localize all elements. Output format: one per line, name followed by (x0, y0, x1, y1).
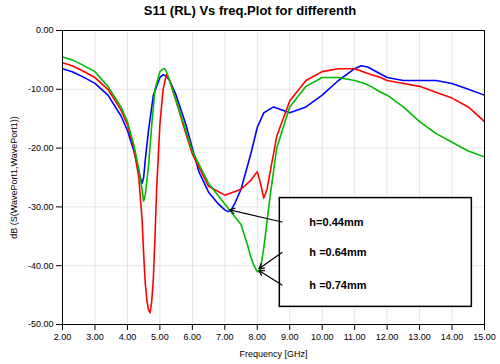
svg-text:-50.00: -50.00 (28, 319, 54, 329)
svg-text:6.00: 6.00 (184, 332, 202, 342)
svg-text:5.00: 5.00 (151, 332, 169, 342)
svg-text:10.00: 10.00 (311, 332, 334, 342)
svg-text:-20.00: -20.00 (28, 143, 54, 153)
svg-text:3.00: 3.00 (86, 332, 104, 342)
svg-text:Frequency [GHz]: Frequency [GHz] (239, 349, 307, 359)
svg-text:h =0.74mm: h =0.74mm (309, 279, 366, 291)
svg-text:9.00: 9.00 (281, 332, 299, 342)
svg-text:4.00: 4.00 (119, 332, 137, 342)
svg-text:h =0.64mm: h =0.64mm (309, 246, 366, 258)
svg-text:-40.00: -40.00 (28, 261, 54, 271)
html-text:S11 (RL) Vs freq.Plot for diff: S11 (RL) Vs freq.Plot for differenth (143, 3, 357, 18)
svg-text:dB (S(WavePort1,WavePort1)): dB (S(WavePort1,WavePort1)) (9, 116, 19, 238)
svg-text:-30.00: -30.00 (28, 202, 54, 212)
svg-text:11.00: 11.00 (344, 332, 366, 342)
svg-text:15.00: 15.00 (473, 332, 496, 342)
svg-text:7.00: 7.00 (216, 332, 234, 342)
svg-text:0.00: 0.00 (36, 25, 54, 35)
svg-text:2.00: 2.00 (54, 332, 72, 342)
svg-text:14.00: 14.00 (441, 332, 464, 342)
svg-text:-10.00: -10.00 (28, 84, 54, 94)
svg-text:h=0.44mm: h=0.44mm (309, 216, 363, 228)
svg-text:12.00: 12.00 (376, 332, 399, 342)
svg-text:13.00: 13.00 (408, 332, 431, 342)
svg-text:8.00: 8.00 (249, 332, 267, 342)
